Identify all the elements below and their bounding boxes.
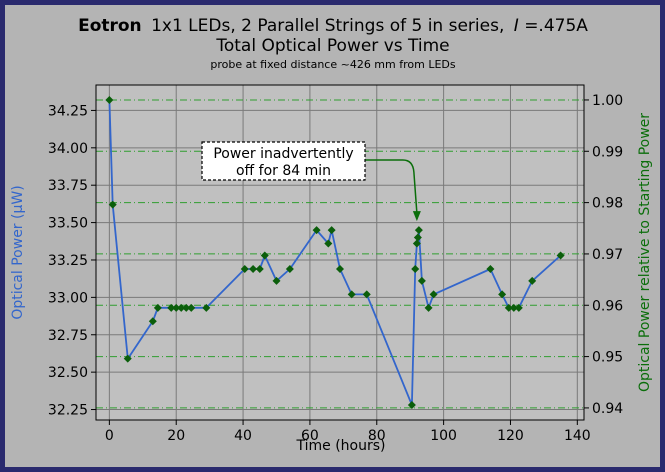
data-point: [486, 264, 495, 273]
annotation: Power inadvertently off for 84 min: [201, 141, 421, 222]
left-tick-label: 33.50: [48, 216, 88, 232]
data-point: [362, 290, 371, 299]
data-point: [123, 354, 132, 363]
data-point: [327, 226, 336, 235]
right-tick-label: 0.97: [592, 247, 623, 263]
chart-title: Eotron 1x1 LEDs, 2 Parallel Strings of 5…: [78, 16, 588, 36]
right-tick-label: 0.99: [592, 144, 623, 160]
annotation-line-2: off for 84 min: [236, 163, 331, 179]
data-point: [260, 251, 269, 260]
left-axis-ticks: 32.25 32.50 32.75 33.00 33.25 33.50 33.75 34.00…: [48, 103, 96, 419]
left-tick-label: 34.00: [48, 141, 88, 157]
chart-title-bold: Eotron: [78, 16, 142, 36]
data-point: [108, 200, 117, 209]
data-point: [105, 95, 114, 104]
data-point: [167, 303, 176, 312]
data-point: [424, 303, 433, 312]
grid: [96, 85, 584, 420]
left-tick-label: 32.50: [48, 365, 88, 381]
data-point: [414, 226, 423, 235]
annotation-line-1: Power inadvertently: [213, 146, 353, 162]
data-point: [504, 303, 513, 312]
data-point: [285, 264, 294, 273]
x-tick-label: 80: [368, 428, 386, 444]
data-point: [148, 317, 157, 326]
chart-title-rest: 1x1 LEDs, 2 Parallel Strings of 5 in ser…: [151, 16, 504, 36]
data-point: [272, 276, 281, 285]
left-tick-label: 33.25: [48, 253, 88, 269]
chart-title-current-var: I: [514, 16, 519, 36]
left-y-axis-label: Optical Power (μW): [10, 185, 26, 319]
chart-note: probe at fixed distance ~426 mm from LED…: [210, 58, 456, 71]
data-point: [336, 264, 344, 273]
data-point: [202, 303, 211, 312]
chart-figure: Eotron 1x1 LEDs, 2 Parallel Strings of 5…: [5, 5, 660, 467]
data-point: [407, 401, 416, 410]
series-markers: [105, 95, 565, 410]
right-tick-label: 0.95: [592, 350, 623, 366]
data-point: [347, 290, 356, 299]
data-point: [249, 264, 258, 273]
chart-subtitle: Total Optical Power vs Time: [215, 36, 449, 56]
right-tick-label: 1.00: [592, 93, 623, 109]
annotation-arrow: [365, 159, 418, 214]
plot-frame: [95, 84, 585, 421]
data-point: [177, 303, 186, 312]
data-point: [514, 303, 523, 312]
left-tick-label: 33.75: [48, 178, 88, 194]
data-point: [255, 264, 264, 273]
data-point: [187, 303, 196, 312]
data-point: [411, 264, 420, 273]
chart-title-current-val: =.475A: [524, 16, 588, 36]
data-point: [182, 303, 191, 312]
x-tick-label: 60: [301, 428, 319, 444]
annotation-box: [201, 141, 366, 181]
right-axis-ticks: 0.94 0.95 0.96 0.97 0.98 0.99 1.00: [584, 93, 623, 417]
data-point: [412, 239, 421, 248]
data-point: [417, 276, 426, 285]
x-tick-label: 120: [497, 428, 524, 444]
data-point: [498, 290, 507, 299]
annotation-arrowhead: [412, 211, 421, 222]
left-tick-label: 33.00: [48, 290, 88, 306]
right-tick-label: 0.98: [592, 196, 623, 212]
x-axis-ticks: 0 20 40 60 80 100 120 140: [105, 420, 591, 444]
x-tick-label: 20: [167, 428, 185, 444]
data-point: [240, 264, 249, 273]
data-point: [172, 303, 181, 312]
plot-area: [96, 85, 584, 420]
left-tick-label: 34.25: [48, 103, 88, 119]
right-tick-label: 0.96: [592, 298, 623, 314]
right-tick-label: 0.94: [592, 401, 623, 417]
x-tick-label: 0: [105, 428, 114, 444]
data-point: [324, 239, 333, 248]
data-point: [429, 290, 438, 299]
x-tick-label: 40: [234, 428, 252, 444]
data-point: [413, 233, 422, 242]
x-tick-label: 140: [564, 428, 591, 444]
data-point: [509, 303, 518, 312]
data-point: [312, 226, 321, 235]
right-y-axis-label: Optical Power relative to Starting Power: [637, 113, 653, 392]
data-point: [153, 303, 162, 312]
chart-svg: Eotron 1x1 LEDs, 2 Parallel Strings of 5…: [10, 16, 653, 454]
x-axis-label: Time (hours): [296, 438, 386, 454]
left-tick-label: 32.25: [48, 403, 88, 419]
data-point: [556, 251, 565, 260]
data-point: [528, 276, 537, 285]
x-tick-label: 100: [430, 428, 457, 444]
left-tick-label: 32.75: [48, 328, 88, 344]
